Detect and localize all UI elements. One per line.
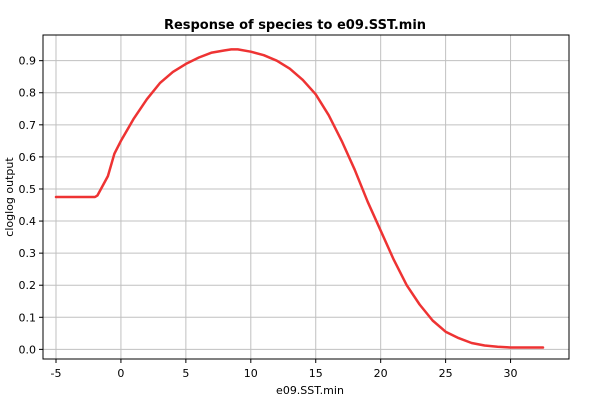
response-curve	[54, 48, 545, 349]
y-tick-label: 0.8	[19, 87, 37, 100]
y-tick-label: 0.0	[19, 343, 37, 356]
x-tick-label: 5	[182, 367, 189, 380]
x-tick-label: -5	[51, 367, 62, 380]
y-tick-label: 0.6	[19, 151, 37, 164]
grid-lines	[43, 35, 569, 359]
y-tick-label: 0.2	[19, 279, 37, 292]
y-tick-label: 0.1	[19, 311, 37, 324]
x-axis-label: e09.SST.min	[276, 384, 344, 397]
x-tick-label: 0	[117, 367, 124, 380]
x-tick-label: 15	[309, 367, 323, 380]
y-axis-label: cloglog output	[3, 157, 16, 237]
y-tick-label: 0.9	[19, 55, 37, 68]
x-tick-label: 25	[439, 367, 453, 380]
plot-frame	[42, 34, 570, 360]
y-tick-label: 0.5	[19, 183, 37, 196]
y-axis: 0.0 0.1 0.2 0.3 0.4 0.5 0.6 0.7 0.8 0.9	[19, 55, 43, 356]
y-tick-label: 0.4	[19, 215, 37, 228]
x-tick-label: 10	[244, 367, 258, 380]
chart-title: Response of species to e09.SST.min	[164, 18, 426, 33]
y-tick-label: 0.7	[19, 119, 37, 132]
x-tick-label: 20	[374, 367, 388, 380]
y-tick-label: 0.3	[19, 247, 37, 260]
x-axis: -5 0 5 10 15 20 25 30	[51, 359, 518, 380]
x-tick-label: 30	[504, 367, 518, 380]
